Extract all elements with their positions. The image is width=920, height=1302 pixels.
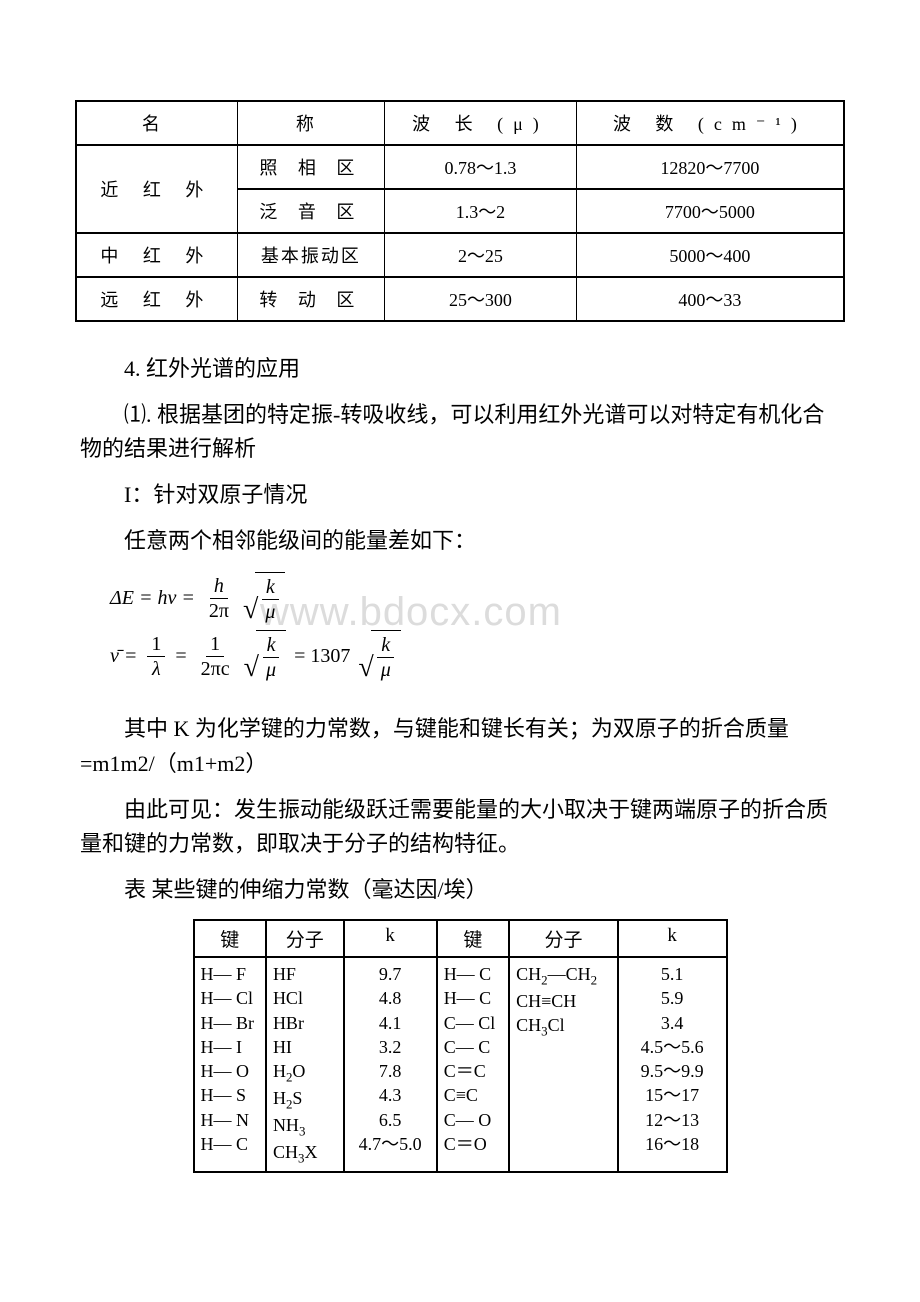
cell-bonds-right: H— CH— CC— ClC— CC＝CC≡CC— OC＝O <box>437 957 509 1173</box>
cell-wl: 25～300 <box>385 277 577 321</box>
table-row: H— FH— ClH— BrH— IH— OH— SH— NH— C HFHCl… <box>194 957 727 1173</box>
para-i: I：针对双原子情况 <box>80 478 840 512</box>
eq2-sqrt2: √ k μ <box>358 630 400 682</box>
table-header-row: 名 称 波 长 (μ) 波 数 (cm⁻¹) <box>76 101 844 145</box>
equation-2: ν̄ = 1 λ = 1 2πc √ k μ = 1307 <box>110 630 860 682</box>
eq2-f1-num: 1 <box>147 632 165 657</box>
cell-region: 近 红 外 <box>76 145 237 233</box>
cell-wl: 1.3～2 <box>385 189 577 233</box>
force-constant-table: 键 分子 k 键 分子 k H— FH— ClH— BrH— IH— OH— S… <box>193 919 728 1174</box>
para-2: 任意两个相邻能级间的能量差如下： <box>80 524 840 558</box>
cell-wl: 2～25 <box>385 233 577 277</box>
cell-wn: 400～33 <box>576 277 844 321</box>
para-3: 其中 K 为化学键的力常数，与键能和键长有关；为双原子的折合质量 =m1m2/（… <box>80 712 840 780</box>
eq1-num: h <box>210 574 228 599</box>
hdr-bond: 键 <box>194 920 266 957</box>
eq1-sqrt: √ k μ <box>243 572 285 624</box>
eq2-eq1: = <box>175 645 186 668</box>
cell-sub: 照 相 区 <box>237 145 384 189</box>
cell-bonds-left: H— FH— ClH— BrH— IH— OH— SH— NH— C <box>194 957 266 1173</box>
eq1-frac: h 2π <box>205 574 233 623</box>
eq2-f2-num: 1 <box>206 632 224 657</box>
hdr-k2: k <box>618 920 727 957</box>
cell-wn: 7700～5000 <box>576 189 844 233</box>
eq2-f1-den: λ <box>148 657 165 681</box>
equations-block: ΔE = hν = h 2π √ k μ ν̄ = 1 λ = <box>110 572 860 682</box>
cell-region: 远 红 外 <box>76 277 237 321</box>
cell-wn: 12820～7700 <box>576 145 844 189</box>
cell-sub: 基本振动区 <box>237 233 384 277</box>
eq2-frac1: 1 λ <box>147 632 165 681</box>
eq1-sqrt-den: μ <box>261 600 279 624</box>
page-content: 名 称 波 长 (μ) 波 数 (cm⁻¹) 近 红 外 照 相 区 0.78～… <box>60 100 860 1173</box>
cell-ks-left: 9.74.84.13.27.84.36.54.7～5.0 <box>344 957 437 1173</box>
cell-mols-right: CH2—CH2CH≡CHCH3Cl <box>509 957 618 1173</box>
para-4: 由此可见：发生振动能级跃迁需要能量的大小取决于键两端原子的折合质量和键的力常数，… <box>80 793 840 861</box>
hdr-wavelength: 波 长 (μ) <box>385 101 577 145</box>
eq2-f2-den: 2πc <box>197 657 234 681</box>
eq2-sqrt2-den: μ <box>377 658 395 682</box>
hdr-name-right: 称 <box>237 101 384 145</box>
table2-caption: 表 某些键的伸缩力常数（毫达因/埃） <box>80 873 840 907</box>
hdr-wavenumber: 波 数 (cm⁻¹) <box>576 101 844 145</box>
hdr-k: k <box>344 920 437 957</box>
cell-wl: 0.78～1.3 <box>385 145 577 189</box>
table-row: 近 红 外 照 相 区 0.78～1.3 12820～7700 <box>76 145 844 189</box>
eq2-const: = 1307 <box>294 645 350 668</box>
eq1-lhs: ΔE = hν = <box>110 587 195 610</box>
hdr-mol2: 分子 <box>509 920 618 957</box>
eq1-den: 2π <box>205 599 233 623</box>
eq2-sqrt-den: μ <box>262 658 280 682</box>
para-1: ⑴. 根据基团的特定振-转吸收线，可以利用红外光谱可以对特定有机化合物的结果进行… <box>80 398 840 466</box>
hdr-bond2: 键 <box>437 920 509 957</box>
eq2-sqrt-num: k <box>263 633 280 658</box>
cell-ks-right: 5.15.93.44.5～5.69.5～9.915～1712～1316～18 <box>618 957 727 1173</box>
sqrt-body: k μ <box>371 630 401 682</box>
cell-wn: 5000～400 <box>576 233 844 277</box>
cell-sub: 泛 音 区 <box>237 189 384 233</box>
cell-mols-left: HFHClHBrHIH2OH2SNH3CH3X <box>266 957 344 1173</box>
sqrt-body: k μ <box>255 572 285 624</box>
sqrt-body: k μ <box>256 630 286 682</box>
hdr-name-left: 名 <box>76 101 237 145</box>
eq1-sqrt-num: k <box>262 575 279 600</box>
equation-1: ΔE = hν = h 2π √ k μ <box>110 572 860 624</box>
eq2-frac2: 1 2πc <box>197 632 234 681</box>
hdr-mol: 分子 <box>266 920 344 957</box>
table-row: 中 红 外 基本振动区 2～25 5000～400 <box>76 233 844 277</box>
eq2-sqrt2-num: k <box>377 633 394 658</box>
eq2-lhs: ν̄ = <box>110 645 137 668</box>
cell-region: 中 红 外 <box>76 233 237 277</box>
section-4-title: 4. 红外光谱的应用 <box>80 352 840 386</box>
cell-sub: 转 动 区 <box>237 277 384 321</box>
eq2-sqrt1: √ k μ <box>244 630 286 682</box>
table-header-row: 键 分子 k 键 分子 k <box>194 920 727 957</box>
ir-regions-table: 名 称 波 长 (μ) 波 数 (cm⁻¹) 近 红 外 照 相 区 0.78～… <box>75 100 845 322</box>
table-row: 远 红 外 转 动 区 25～300 400～33 <box>76 277 844 321</box>
